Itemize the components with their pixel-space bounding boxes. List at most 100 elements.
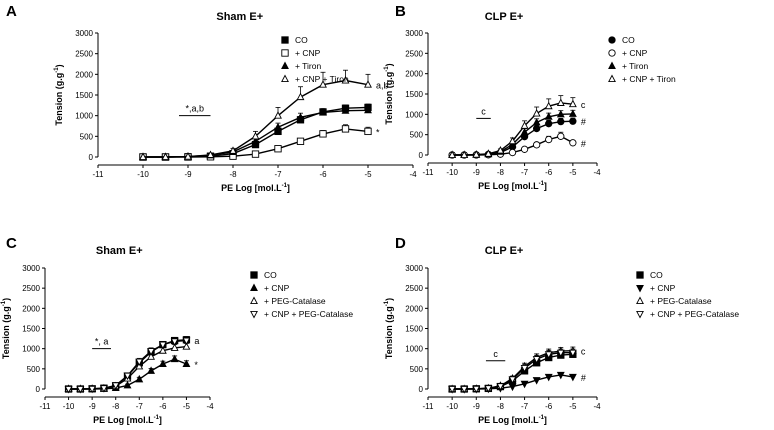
data-point [568, 99, 577, 108]
x-axis-label-main: PE Log [mol.L [478, 181, 539, 191]
y-axis-label-end: ) [384, 298, 394, 301]
data-point [161, 152, 170, 161]
series-cnp-tiron: c [448, 95, 586, 159]
panel-title: Sham E+ [96, 245, 143, 257]
panel-C: C Sham E+ 0 500 1000 1500 2000 2500 3000 -11 -10 -9… [1, 235, 353, 425]
y-tick-label: 2500 [405, 49, 423, 58]
data-point [170, 343, 179, 351]
data-point [520, 121, 529, 129]
y-axis-label-end: ) [384, 63, 394, 66]
panel-D: D CLP E+ 0 500 1000 1500 2000 2500 3000 -11 -10 -9 -… [384, 235, 739, 425]
data-point [532, 141, 541, 149]
data-point [448, 385, 457, 394]
significance-label: # [581, 373, 586, 383]
panel-letter: B [395, 3, 406, 20]
y-tick-label: 1500 [405, 325, 423, 334]
x-tick-label: -4 [593, 402, 601, 411]
legend-item: + CNP + PEG-Catalase [250, 309, 353, 319]
axes: 0 500 1000 1500 2000 2500 3000 -11 -10 -9 -8 -7 -6 -5… [384, 264, 601, 425]
y-axis-label-main: Tension (g.g [384, 72, 394, 125]
data-point [147, 352, 156, 360]
panel-title: CLP E+ [485, 11, 524, 23]
x-tick-label: -8 [229, 170, 237, 179]
y-axis-label-main: Tension (g.g [384, 306, 394, 359]
data-point [251, 131, 260, 140]
x-axis-label-sup: -1 [282, 183, 288, 189]
legend-label: + PEG-Catalase [650, 296, 712, 306]
panel-letter: C [6, 235, 17, 252]
axes: 0 500 1000 1500 2000 2500 3000 -11 -10 -9 -8 -7 -6 -5… [1, 264, 214, 425]
legend-item: CO [281, 35, 308, 45]
y-axis-label: Tension (g.g-1) [54, 64, 64, 125]
data-point [319, 80, 327, 88]
data-point [532, 377, 541, 385]
y-tick-label: 1500 [75, 91, 93, 100]
legend-label: + CNP + Tiron [295, 74, 349, 84]
data-point [364, 127, 372, 136]
legend-item: + PEG-Catalase [250, 296, 326, 306]
series-cnp-peg-catalase [64, 336, 191, 394]
data-point [520, 127, 529, 136]
data-point [274, 145, 282, 153]
data-point [229, 146, 237, 154]
axes: 0 500 1000 1500 2000 2500 3000 -11 -10 -9 -8 -7 -6 -5… [54, 29, 417, 193]
y-tick-label: 0 [36, 385, 41, 394]
data-point [158, 346, 167, 354]
legend-label: + CNP [650, 283, 676, 293]
significance-label: * [194, 360, 198, 370]
data-point [364, 80, 372, 88]
x-tick-label: -9 [89, 402, 97, 411]
data-point [568, 109, 577, 117]
data-point [364, 105, 372, 114]
data-point [319, 107, 327, 116]
x-tick-label: -9 [473, 402, 481, 411]
y-axis-label: Tension (g.g-1) [384, 63, 394, 124]
x-tick-label: -6 [545, 168, 553, 177]
legend-label: CO [622, 35, 635, 45]
data-point [182, 359, 191, 368]
data-point [532, 124, 541, 133]
data-point [274, 111, 282, 119]
series-cnp-tiron: a,b [139, 69, 389, 161]
data-point [520, 145, 529, 153]
series-co: a [64, 336, 199, 393]
data-point [496, 383, 505, 391]
data-point [64, 385, 73, 394]
y-tick-label: 3000 [22, 264, 40, 273]
legend-marker [608, 49, 616, 57]
legend-marker [608, 74, 616, 83]
legend-label: + CNP [295, 48, 321, 58]
data-point [460, 385, 469, 394]
data-point [206, 150, 215, 158]
data-point [448, 150, 457, 159]
x-tick-label: -9 [473, 168, 481, 177]
legend-marker [636, 271, 644, 279]
x-tick-label: -9 [184, 170, 192, 179]
y-tick-label: 2000 [405, 304, 423, 313]
legend-marker [281, 74, 289, 83]
data-point [557, 118, 565, 126]
data-point [139, 152, 147, 161]
panel-B: B CLP E+ 0 500 1000 1500 2000 2500 3000 -11 -10 -9 -… [384, 3, 676, 191]
significance-label: c [581, 347, 586, 357]
x-tick-label: -4 [409, 170, 417, 179]
legend-marker [250, 296, 258, 305]
data-point [158, 359, 167, 368]
y-tick-label: 3000 [75, 29, 93, 38]
x-tick-label: -11 [93, 170, 105, 179]
legend-label: + CNP + Tiron [622, 74, 676, 84]
legend-item: + CNP + Tiron [281, 74, 349, 84]
data-point [182, 342, 191, 350]
y-tick-label: 500 [80, 132, 94, 141]
legend-marker [636, 296, 644, 305]
data-point [508, 376, 517, 384]
y-tick-label: 500 [410, 365, 424, 374]
x-tick-label: -5 [364, 170, 372, 179]
x-tick-label: -10 [63, 402, 75, 411]
y-tick-label: 2500 [22, 284, 40, 293]
x-tick-label: -11 [423, 168, 435, 177]
legend-item: CO [636, 270, 663, 280]
legend-marker [608, 36, 616, 44]
data-point [99, 385, 108, 393]
